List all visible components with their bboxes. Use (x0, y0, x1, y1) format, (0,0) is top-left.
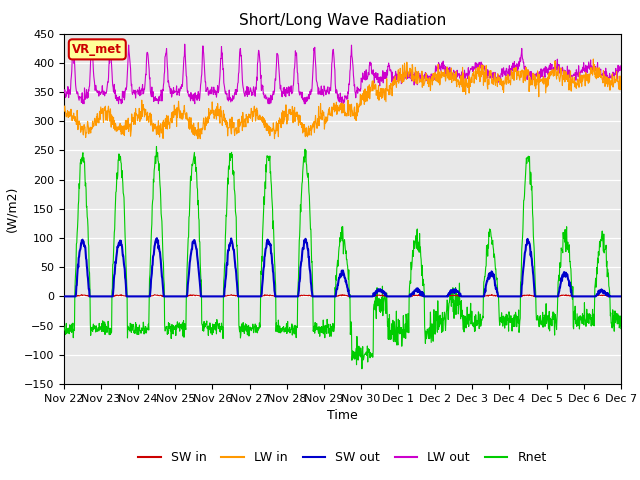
SW in (617, 293, 625, 300)
SW out (153, 235, 161, 241)
Y-axis label: (W/m2): (W/m2) (5, 186, 19, 232)
LW in (502, 73, 509, 79)
LW out (247, 87, 255, 93)
Rnet (429, 318, 437, 324)
LW out (552, 58, 559, 63)
SW out (551, 293, 559, 300)
LW in (589, 56, 597, 62)
LW in (429, 71, 437, 76)
Rnet (184, 235, 192, 241)
LW out (171, 88, 179, 94)
Rnet (502, 312, 510, 317)
SW out (246, 293, 254, 300)
Line: LW in: LW in (64, 59, 621, 139)
Line: SW out: SW out (64, 238, 621, 296)
Line: LW out: LW out (64, 44, 621, 104)
LW in (194, 136, 202, 142)
Text: VR_met: VR_met (72, 43, 122, 56)
SW out (171, 293, 179, 300)
LW in (170, 102, 178, 108)
LW in (617, 73, 625, 79)
SW out (429, 293, 437, 300)
LW out (429, 74, 437, 80)
LW in (551, 58, 559, 64)
X-axis label: Time: Time (327, 409, 358, 422)
Rnet (552, 312, 559, 318)
LW out (79, 101, 87, 107)
LW out (617, 63, 625, 69)
SW in (170, 293, 178, 300)
SW in (502, 293, 509, 300)
LW out (185, 93, 193, 98)
LW in (184, 116, 191, 122)
SW in (184, 293, 191, 300)
Title: Short/Long Wave Radiation: Short/Long Wave Radiation (239, 13, 446, 28)
Rnet (60, 324, 68, 329)
SW in (261, 292, 269, 298)
Rnet (171, 326, 179, 332)
LW in (246, 115, 254, 121)
SW in (246, 293, 254, 300)
LW out (181, 41, 189, 47)
Rnet (358, 366, 366, 372)
SW in (429, 293, 437, 300)
SW out (617, 293, 625, 300)
Rnet (617, 326, 625, 332)
LW out (502, 66, 510, 72)
SW out (184, 278, 192, 284)
Line: SW in: SW in (64, 295, 621, 296)
LW out (60, 90, 68, 96)
LW in (60, 108, 68, 114)
Rnet (152, 144, 160, 149)
Legend: SW in, LW in, SW out, LW out, Rnet: SW in, LW in, SW out, LW out, Rnet (133, 446, 552, 469)
Rnet (246, 326, 254, 332)
SW out (502, 293, 509, 300)
SW in (551, 293, 559, 300)
SW in (60, 293, 68, 300)
Line: Rnet: Rnet (64, 146, 621, 369)
SW out (60, 293, 68, 300)
